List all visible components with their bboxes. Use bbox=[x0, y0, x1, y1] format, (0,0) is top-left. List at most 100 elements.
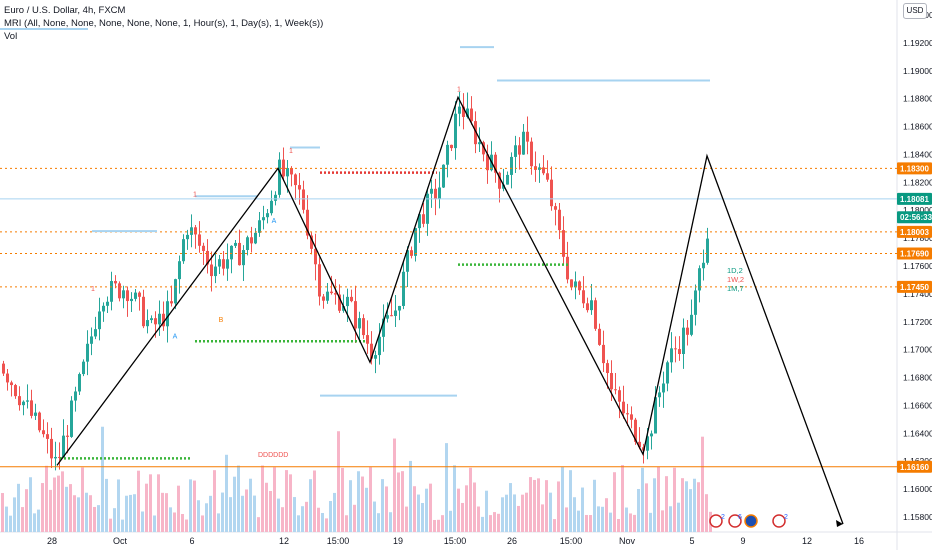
volume-bar bbox=[253, 495, 256, 532]
volume-bar bbox=[125, 495, 128, 532]
volume-bar bbox=[317, 507, 320, 532]
candle-body bbox=[386, 315, 389, 319]
price-tick-label: 1.16000 bbox=[903, 484, 932, 494]
candle-body bbox=[598, 328, 601, 345]
candle-body bbox=[646, 436, 649, 451]
candle-body bbox=[370, 343, 373, 359]
candle-body bbox=[2, 363, 5, 374]
candle-body bbox=[114, 281, 117, 284]
volume-bar bbox=[13, 497, 16, 532]
indicator-title[interactable]: MRI (All, None, None, None, None, None, … bbox=[4, 18, 324, 29]
arrow-head-icon bbox=[836, 519, 843, 527]
price-tick-label: 1.18400 bbox=[903, 149, 932, 159]
volume-bar bbox=[649, 512, 652, 532]
candle-body bbox=[702, 262, 705, 269]
candle-body bbox=[326, 291, 329, 301]
volume-bar bbox=[493, 512, 496, 532]
volume-bar bbox=[593, 479, 596, 532]
mri-label: 1W,2 bbox=[727, 275, 744, 284]
volume-bar bbox=[505, 494, 508, 532]
volume-bar bbox=[645, 483, 648, 532]
candle-body bbox=[462, 106, 465, 117]
volume-bar bbox=[69, 484, 72, 532]
candle-body bbox=[514, 145, 517, 157]
candle-body bbox=[474, 121, 477, 145]
candle-body bbox=[698, 268, 701, 291]
candle-body bbox=[586, 303, 589, 311]
volume-bar bbox=[65, 486, 68, 532]
volume-bar bbox=[569, 470, 572, 532]
volume-bar bbox=[29, 477, 32, 532]
event-flag-icon[interactable] bbox=[744, 514, 758, 528]
candle-body bbox=[134, 292, 137, 299]
volume-bar bbox=[525, 492, 528, 532]
volume-bar bbox=[273, 467, 276, 532]
candle-body bbox=[10, 382, 13, 386]
candle-body bbox=[38, 412, 41, 431]
zigzag-pattern-line[interactable] bbox=[56, 95, 844, 525]
volume-title[interactable]: Vol bbox=[4, 31, 18, 42]
candle-body bbox=[178, 261, 181, 280]
event-flag-icon[interactable] bbox=[728, 514, 742, 528]
currency-button[interactable]: USD bbox=[903, 3, 927, 19]
candle-body bbox=[170, 301, 173, 304]
candle-body bbox=[182, 239, 185, 262]
volume-bar bbox=[345, 515, 348, 532]
candle-body bbox=[190, 227, 193, 235]
time-tick-label: 15:00 bbox=[560, 536, 583, 546]
volume-bar bbox=[25, 489, 28, 532]
symbol-title[interactable]: Euro / U.S. Dollar, 4h, FXCM bbox=[4, 5, 126, 16]
candle-body bbox=[166, 301, 169, 327]
candle-body bbox=[706, 238, 709, 263]
candle-body bbox=[314, 248, 317, 265]
candle-body bbox=[678, 349, 681, 355]
volume-bar bbox=[589, 515, 592, 532]
candle-body bbox=[358, 318, 361, 329]
candle-body bbox=[518, 145, 521, 155]
candle-body bbox=[542, 167, 545, 174]
candle-body bbox=[206, 250, 209, 265]
event-flag-icon[interactable] bbox=[709, 514, 723, 528]
volume-bar bbox=[557, 481, 560, 532]
candle-body bbox=[402, 271, 405, 306]
volume-bar bbox=[229, 497, 232, 532]
candle-body bbox=[558, 209, 561, 231]
volume-bar bbox=[361, 476, 364, 532]
volume-bar bbox=[153, 515, 156, 532]
event-flag-icon[interactable] bbox=[772, 514, 786, 528]
candle-body bbox=[690, 314, 693, 335]
candle-body bbox=[278, 159, 281, 195]
candle-body bbox=[494, 154, 497, 173]
volume-bar bbox=[245, 489, 248, 532]
volume-bar bbox=[657, 466, 660, 532]
price-badge bbox=[897, 211, 932, 224]
candle-body bbox=[126, 290, 129, 302]
candle-body bbox=[62, 435, 65, 458]
candle-body bbox=[322, 296, 325, 301]
candle-body bbox=[554, 206, 557, 210]
candle-body bbox=[498, 172, 501, 189]
volume-bar bbox=[325, 518, 328, 532]
candle-body bbox=[234, 242, 237, 246]
volume-bar bbox=[137, 470, 140, 532]
volume-bar bbox=[161, 492, 164, 532]
volume-bar bbox=[269, 490, 272, 532]
volume-bar bbox=[405, 506, 408, 532]
candle-body bbox=[570, 279, 573, 288]
candle-body bbox=[74, 391, 77, 401]
candle-body bbox=[54, 456, 57, 459]
price-tick-label: 1.15800 bbox=[903, 512, 932, 522]
volume-bar bbox=[289, 474, 292, 532]
candle-body bbox=[246, 237, 249, 251]
candle-body bbox=[142, 296, 145, 327]
volume-bar bbox=[457, 488, 460, 532]
volume-bar bbox=[357, 471, 360, 532]
candle-body bbox=[350, 296, 353, 302]
volume-bar bbox=[45, 465, 48, 532]
candle-body bbox=[378, 336, 381, 356]
volume-bar bbox=[249, 478, 252, 532]
volume-bar bbox=[369, 467, 372, 532]
volume-bar bbox=[433, 519, 436, 532]
